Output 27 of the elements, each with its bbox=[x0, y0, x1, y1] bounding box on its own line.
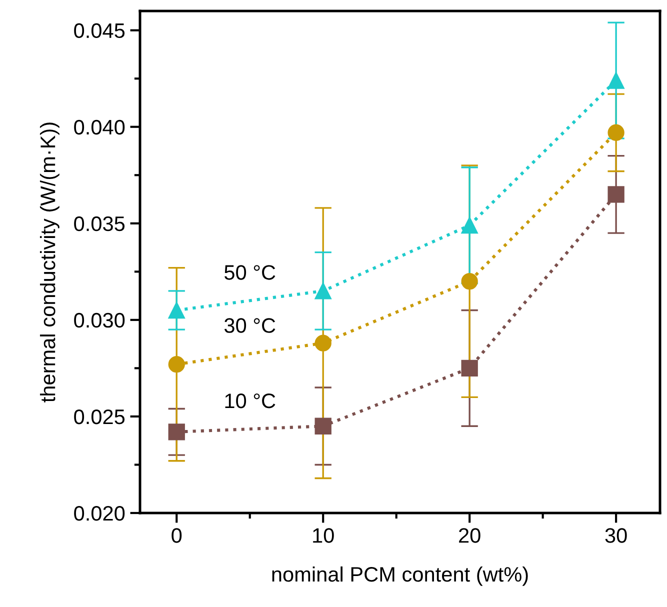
point bbox=[314, 418, 332, 434]
point bbox=[461, 216, 478, 234]
y-axis-title: thermal conductivity (W/(m·K)) bbox=[40, 122, 60, 402]
point bbox=[314, 334, 332, 352]
point bbox=[168, 302, 185, 319]
x-tick-label: 10 bbox=[313, 528, 334, 543]
y-tick-label: 0.035 bbox=[74, 216, 125, 232]
series-label: 50 °C bbox=[224, 265, 276, 280]
x-tick-label: 30 bbox=[605, 528, 627, 543]
point bbox=[168, 424, 185, 440]
point bbox=[461, 360, 478, 377]
point bbox=[608, 72, 624, 89]
y-tick-label: 0.025 bbox=[74, 409, 125, 424]
x-tick-label: 20 bbox=[459, 528, 480, 543]
series-label: 30 °C bbox=[224, 318, 276, 333]
y-tick-label: 0.045 bbox=[74, 23, 125, 38]
point bbox=[608, 186, 624, 203]
y-tick-label: 0.030 bbox=[74, 312, 125, 328]
point bbox=[461, 272, 478, 290]
series-label: 10 °C bbox=[225, 393, 276, 408]
y-tick-label: 0.040 bbox=[74, 120, 125, 135]
point bbox=[168, 356, 185, 373]
x-axis-title: nominal PCM content (wt%) bbox=[272, 566, 528, 586]
x-tick-label: 0 bbox=[172, 528, 182, 543]
point bbox=[314, 282, 332, 300]
y-tick-label: 0.020 bbox=[74, 506, 125, 521]
point bbox=[608, 124, 624, 141]
